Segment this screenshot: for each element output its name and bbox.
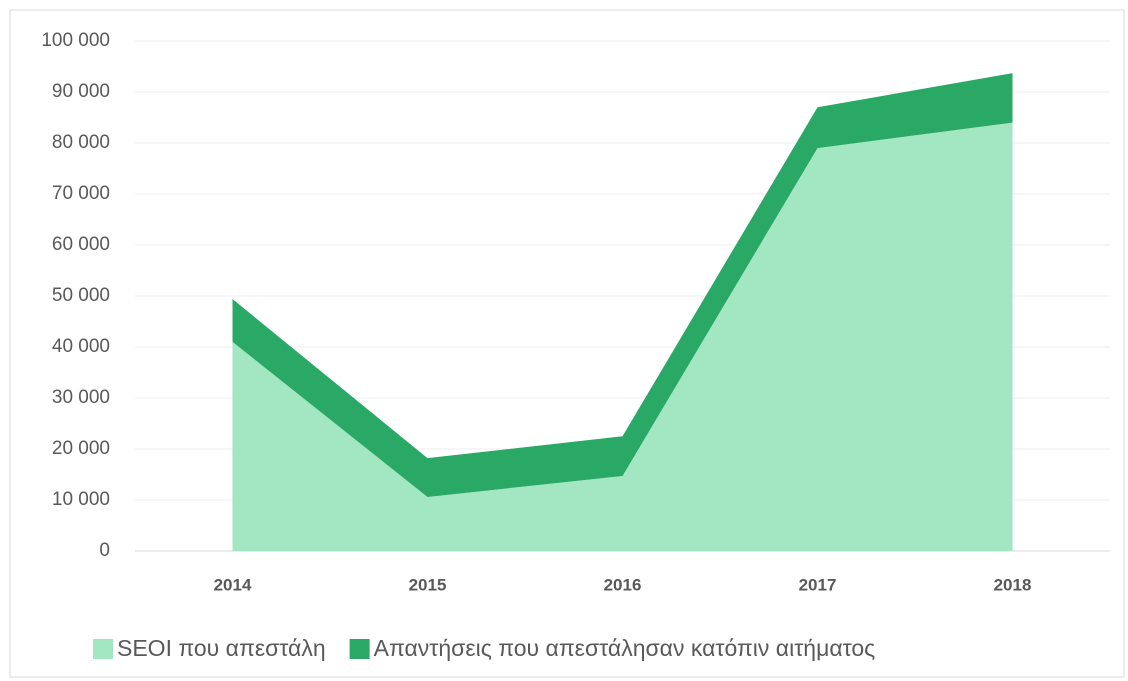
y-tick-label: 40 000 [52, 336, 110, 357]
y-tick-label: 80 000 [52, 132, 110, 153]
y-tick-label: 30 000 [52, 387, 110, 408]
y-tick-label: 70 000 [52, 183, 110, 204]
y-tick-label: 90 000 [52, 81, 110, 102]
legend-swatch [93, 639, 113, 659]
legend-label: Απαντήσεις που απεστάλησαν κατόπιν αιτήμ… [374, 635, 876, 661]
x-tick-label: 2017 [799, 575, 837, 594]
x-tick-label: 2018 [994, 575, 1032, 594]
area [232, 73, 1013, 497]
y-tick-label: 0 [99, 540, 110, 561]
y-tick-label: 100 000 [41, 30, 110, 51]
x-tick-label: 2016 [604, 575, 642, 594]
x-tick-label: 2014 [214, 575, 252, 594]
area [232, 122, 1013, 551]
y-tick-label: 20 000 [52, 438, 110, 459]
y-tick-label: 50 000 [52, 285, 110, 306]
x-tick-label: 2015 [409, 575, 447, 594]
y-tick-label: 60 000 [52, 234, 110, 255]
legend-label: SEOI που απεστάλη [117, 635, 326, 661]
y-tick-label: 10 000 [52, 489, 110, 510]
legend-swatch [349, 639, 370, 659]
